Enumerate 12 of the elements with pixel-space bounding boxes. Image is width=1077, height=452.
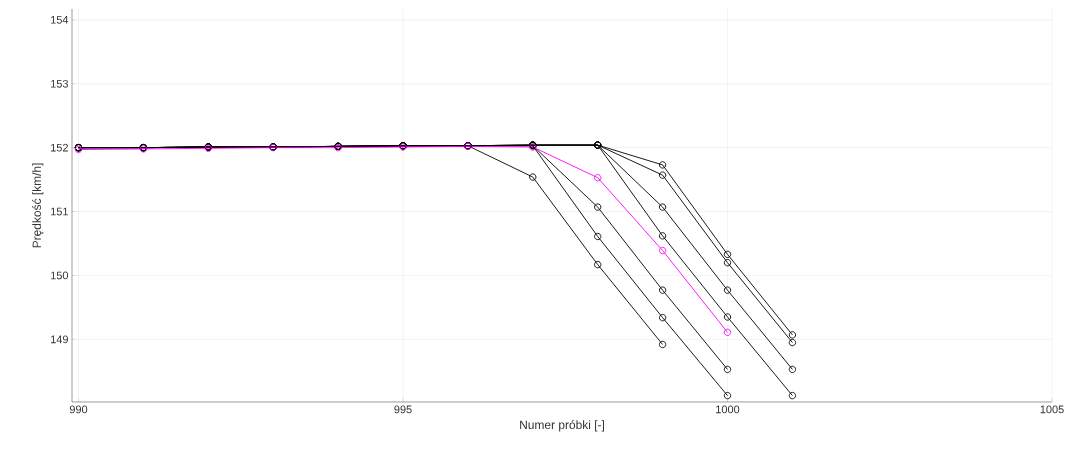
y-axis-title: Prędkość [km/h] [32,163,44,248]
x-tick-label: 1005 [1040,405,1064,414]
y-tick-label: 152 [51,143,68,152]
y-tick-label: 149 [51,335,68,344]
x-axis-title: Numer próbki [-] [520,420,604,432]
y-tick-label: 150 [51,271,69,280]
y-tick-label: 154 [51,16,69,24]
y-tick-label: 151 [51,207,68,216]
y-tick-label: 153 [51,79,68,88]
x-tick-label: 990 [69,405,88,414]
x-tick-label: 995 [394,405,412,414]
x-tick-label: 1000 [716,405,740,414]
